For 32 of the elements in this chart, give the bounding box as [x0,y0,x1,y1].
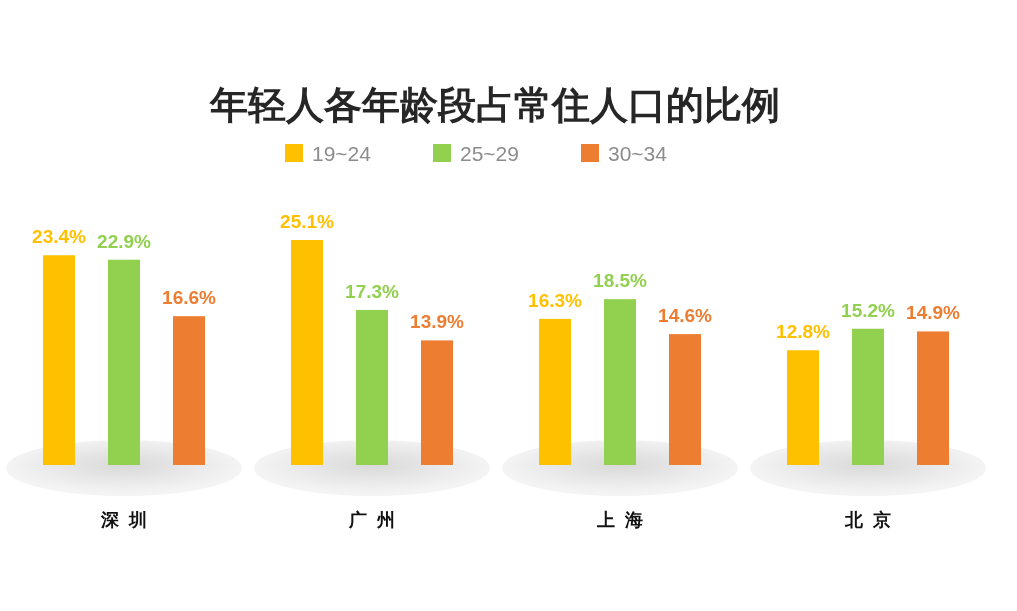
data-label: 17.3% [345,280,400,302]
legend-label: 19~24 [312,142,372,165]
bar [421,340,453,465]
data-label: 25.1% [280,211,335,232]
data-label: 12.8% [776,321,831,343]
x-tick-label: 广州 [348,510,405,530]
x-tick-label: 北京 [844,510,901,530]
bar [669,334,701,465]
data-label: 14.9% [906,302,961,324]
x-tick-label: 上海 [596,510,653,530]
data-label: 22.9% [97,230,152,252]
bar [291,240,323,465]
bar [852,328,884,465]
data-label: 14.6% [658,305,713,327]
legend-label: 30~34 [608,142,668,165]
chart-title: 年轻人各年龄段占常住人口的比例 [209,84,780,126]
data-label: 23.4% [32,226,87,248]
x-tick-label: 深圳 [100,510,157,530]
data-label: 18.5% [593,270,648,292]
data-label: 16.6% [162,287,217,309]
data-label: 13.9% [410,311,465,333]
bar [173,316,205,465]
data-label: 15.2% [841,299,896,321]
bar [43,255,75,465]
bar [539,318,571,465]
bar [917,331,949,465]
data-label: 16.3% [528,289,583,311]
legend-label: 25~29 [460,142,519,165]
bar [356,309,388,465]
bar [604,299,636,465]
bar [787,350,819,465]
bar [108,259,140,465]
